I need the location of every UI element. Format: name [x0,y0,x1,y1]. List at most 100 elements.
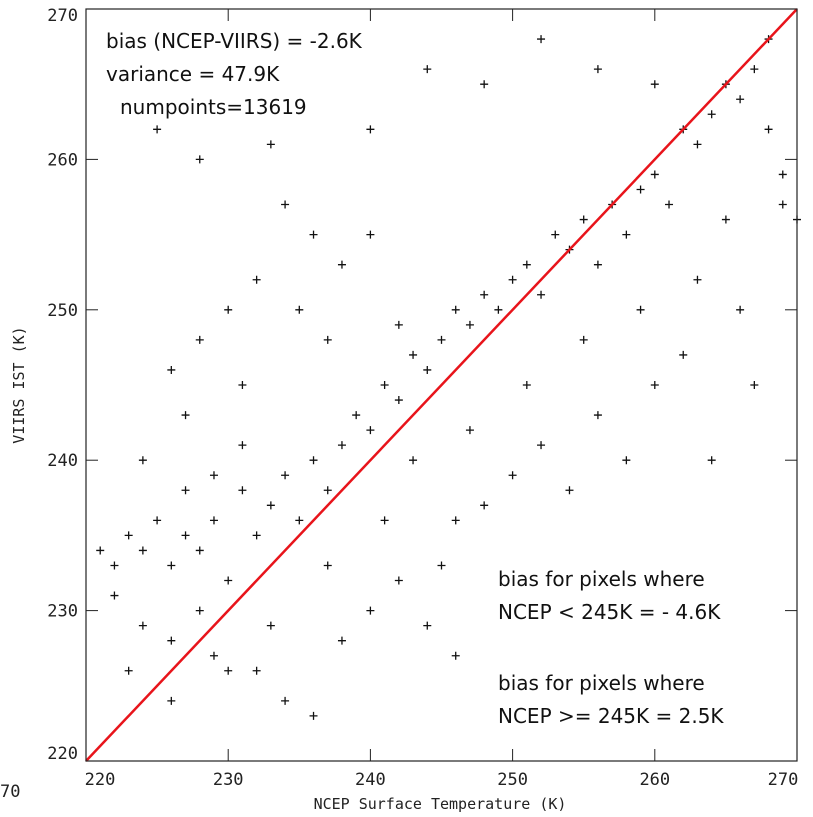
y-axis-label: VIIRS IST (K) [10,326,28,443]
marker [778,170,787,179]
marker [650,381,659,389]
marker [224,666,233,675]
marker [366,125,375,134]
marker [451,516,460,525]
marker [224,305,233,314]
marker [96,546,105,555]
marker [423,621,432,630]
marker [409,350,418,359]
y-tick-label: 240 [47,451,78,471]
marker [636,305,645,314]
marker [437,335,446,344]
annotation: variance = 47.9K [106,62,280,86]
edge-fragment: 70 [0,782,20,802]
marker [366,426,375,435]
x-tick-label: 270 [768,770,799,790]
marker [337,441,346,450]
x-tick-label: 220 [85,770,116,790]
x-tick-label: 260 [639,770,670,790]
marker [636,185,645,194]
x-axis-label: NCEP Surface Temperature (K) [314,795,567,813]
marker [693,275,702,284]
marker [707,456,716,465]
marker [593,260,602,269]
marker [508,275,517,284]
marker [238,486,247,495]
marker [537,290,546,299]
marker [650,170,659,179]
y-tick-label: 260 [47,150,78,170]
marker [167,561,176,570]
y-tick-label: 220 [47,744,78,764]
marker [138,456,147,465]
marker [480,80,489,89]
marker [352,411,361,420]
marker [124,666,133,675]
marker [323,335,332,344]
annotation: numpoints=13619 [120,95,307,119]
marker [295,305,304,314]
marker [721,215,730,224]
marker [650,80,659,89]
marker [622,456,631,465]
marker [124,531,133,540]
marker [110,591,119,600]
marker [750,381,759,389]
y-tick-label: 250 [47,301,78,321]
marker [266,621,275,630]
marker [494,305,503,314]
marker [409,456,418,465]
marker [252,666,261,675]
marker [508,471,517,480]
marker [138,546,147,555]
marker [195,335,204,344]
marker [167,365,176,374]
marker [537,441,546,450]
marker [423,365,432,374]
marker [750,65,759,74]
marker [565,486,574,495]
reference-line [85,8,798,762]
marker [736,95,745,104]
marker [224,576,233,585]
marker [309,230,318,239]
annotation: bias (NCEP-VIIRS) = -2.6K [106,29,363,53]
marker [778,200,787,209]
marker [522,260,531,269]
marker [394,576,403,585]
marker [380,516,389,525]
marker [266,140,275,149]
annotation: bias for pixels where [498,567,705,591]
marker [252,531,261,540]
marker [451,305,460,314]
marker [238,381,247,389]
marker [480,501,489,510]
x-tick-label: 240 [355,770,386,790]
y-tick-label: 230 [47,602,78,622]
marker [209,471,218,480]
annotation: NCEP < 245K = - 4.6K [498,600,721,624]
marker [394,396,403,405]
x-tick-label: 230 [213,770,244,790]
marker [153,516,162,525]
marker [309,456,318,465]
marker [281,200,290,209]
marker [181,411,190,420]
marker [736,305,745,314]
marker [337,636,346,645]
marker [366,606,375,615]
marker [281,471,290,480]
annotation: bias for pixels where [498,671,705,695]
marker [537,35,546,44]
marker [437,561,446,570]
marker [451,651,460,660]
annotation: NCEP >= 245K = 2.5K [498,704,724,728]
marker [138,621,147,630]
marker [522,381,531,389]
marker [181,531,190,540]
plot-frame [85,8,798,762]
marker [323,486,332,495]
marker [181,486,190,495]
marker [622,230,631,239]
